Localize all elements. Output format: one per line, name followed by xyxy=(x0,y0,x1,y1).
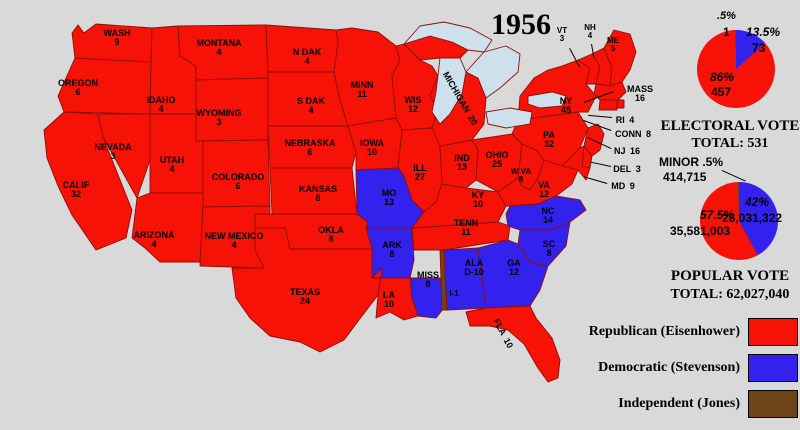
lake-superior xyxy=(403,21,493,53)
state-utah[interactable] xyxy=(149,113,204,194)
popular-dem-pct: 42% xyxy=(745,195,770,209)
legend-row-republican[interactable]: Republican (Eisenhower) xyxy=(558,318,798,346)
popular-rep-pct: 57.5% xyxy=(700,208,735,222)
legend-label-republican: Republican (Eisenhower) xyxy=(588,324,740,339)
electoral-vote-heading: ELECTORAL VOTE xyxy=(660,118,800,134)
leader-line-minor xyxy=(721,170,746,182)
state-rhode-island[interactable] xyxy=(616,99,625,109)
state-washington[interactable] xyxy=(71,23,153,63)
legend-swatch-republican xyxy=(748,318,798,346)
electoral-vote-total: TOTAL: 531 xyxy=(691,136,769,151)
popular-vote-heading: POPULAR VOTE xyxy=(670,268,790,284)
lake-ontario xyxy=(527,91,567,109)
legend-swatch-independent xyxy=(748,390,798,418)
page-title: 1956 xyxy=(491,8,551,41)
state-kansas[interactable] xyxy=(269,167,358,215)
popular-vote-total: TOTAL: 62,027,040 xyxy=(670,287,790,302)
electoral-other-pct: .5% xyxy=(717,10,736,22)
electoral-vote-pie xyxy=(697,30,775,108)
state-tennessee[interactable] xyxy=(411,221,511,251)
popular-minor-label: MINOR .5% xyxy=(659,155,724,169)
popular-vote-pie xyxy=(700,182,778,260)
state-florida[interactable] xyxy=(465,305,561,383)
state-texas[interactable] xyxy=(231,227,383,353)
electoral-dem-pct: 13.5% xyxy=(746,25,781,39)
us-electoral-map xyxy=(43,21,637,383)
state-wyoming[interactable] xyxy=(195,77,269,142)
state-nebraska[interactable] xyxy=(267,125,357,169)
state-indiana[interactable] xyxy=(439,139,479,189)
map-states xyxy=(43,23,637,383)
lake-erie xyxy=(485,107,533,129)
legend-row-independent[interactable]: Independent (Jones) xyxy=(558,390,798,418)
electoral-other-val: 1 xyxy=(723,25,730,39)
popular-rep-val: 35,581,003 xyxy=(670,224,731,238)
great-lakes xyxy=(403,21,567,129)
state-arizona[interactable] xyxy=(131,192,204,263)
electoral-rep-val: 457 xyxy=(711,85,732,99)
legend-label-democratic: Democratic (Stevenson) xyxy=(598,360,740,375)
state-minnesota[interactable] xyxy=(333,27,401,127)
legend-swatch-democratic xyxy=(748,354,798,382)
electoral-rep-pct: 86% xyxy=(710,70,735,84)
lake-michigan xyxy=(431,57,467,125)
state-georgia[interactable] xyxy=(477,239,549,309)
legend-row-democratic[interactable]: Democratic (Stevenson) xyxy=(558,354,798,382)
state-nevada[interactable] xyxy=(97,113,151,199)
legend-label-independent: Independent (Jones) xyxy=(618,396,740,411)
state-new-york[interactable] xyxy=(517,59,597,121)
state-iowa[interactable] xyxy=(347,117,403,171)
state-mississippi[interactable] xyxy=(409,277,445,319)
party-legend: Republican (Eisenhower) Democratic (Stev… xyxy=(558,318,798,423)
state-maine[interactable] xyxy=(603,29,637,87)
popular-minor-val: 414,715 xyxy=(663,170,707,184)
state-north-dakota[interactable] xyxy=(265,24,339,73)
state-connecticut[interactable] xyxy=(598,99,618,111)
state-arkansas[interactable] xyxy=(365,227,415,279)
state-colorado[interactable] xyxy=(202,139,271,208)
popular-dem-val: 26,031,322 xyxy=(722,211,783,225)
state-maryland[interactable] xyxy=(561,145,591,181)
state-oregon[interactable] xyxy=(57,57,152,115)
electoral-dem-val: 73 xyxy=(752,41,766,55)
lake-huron xyxy=(465,45,521,99)
